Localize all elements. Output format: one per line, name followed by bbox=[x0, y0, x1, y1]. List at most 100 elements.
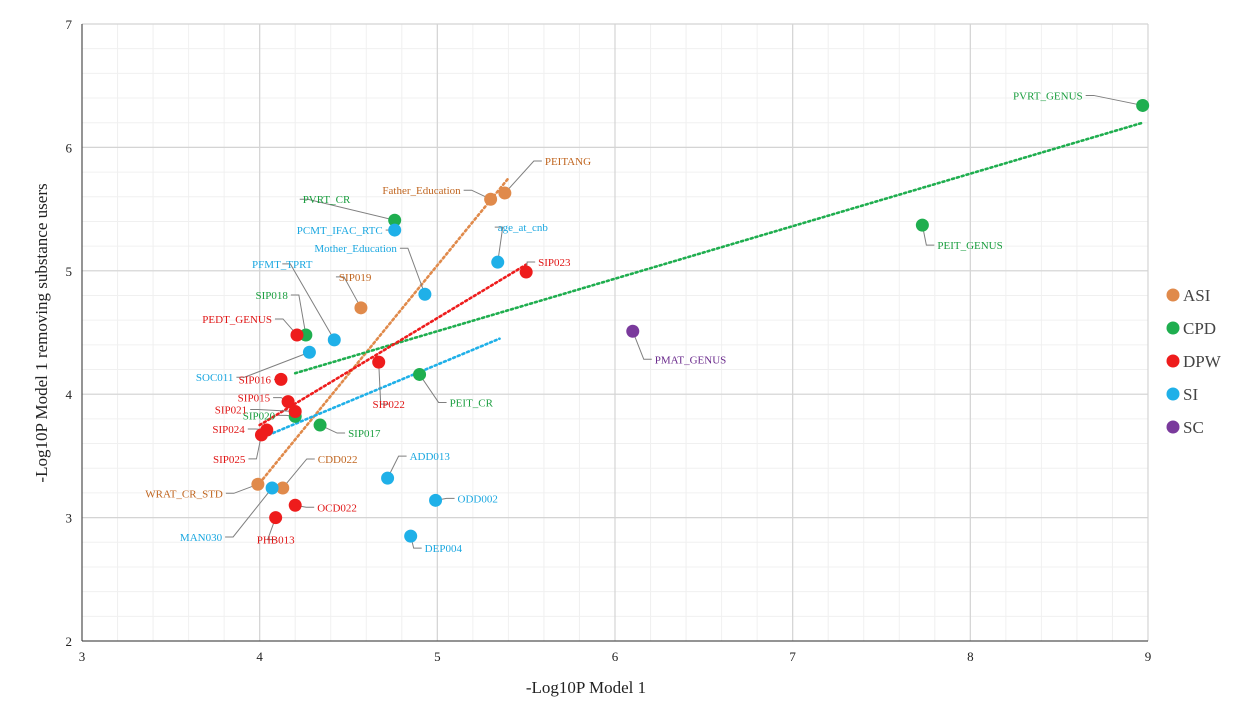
point-label: PVRT_GENUS bbox=[1013, 90, 1083, 102]
point-label: PHB013 bbox=[257, 535, 295, 547]
trendline-asi bbox=[258, 176, 510, 485]
legend-label-dpw: DPW bbox=[1183, 352, 1222, 371]
point-dep004 bbox=[404, 529, 418, 543]
y-tick-label: 3 bbox=[66, 511, 73, 526]
x-tick-label: 7 bbox=[789, 649, 796, 664]
point-sip015 bbox=[281, 395, 295, 409]
leader-line bbox=[399, 247, 426, 295]
point-pcmt-ifac-rtc bbox=[388, 223, 402, 237]
leader-line bbox=[378, 362, 389, 405]
point-sip023 bbox=[519, 265, 533, 279]
x-tick-label: 3 bbox=[79, 649, 86, 664]
x-tick-label: 8 bbox=[967, 649, 974, 664]
point-label: PVRT_CR bbox=[303, 194, 351, 206]
leader-line bbox=[248, 434, 262, 460]
point-sip017 bbox=[313, 418, 327, 432]
legend-marker-dpw bbox=[1166, 354, 1180, 368]
point-label: DEP004 bbox=[425, 543, 463, 555]
point-ocd022 bbox=[288, 498, 302, 512]
leader-line bbox=[299, 198, 395, 221]
point-label: Father_Education bbox=[382, 185, 461, 197]
point-label: PEITANG bbox=[545, 156, 591, 168]
point-sip019 bbox=[354, 301, 368, 315]
point-label: SIP020 bbox=[243, 410, 276, 422]
leader-line bbox=[274, 318, 298, 336]
point-add013 bbox=[381, 471, 395, 485]
point-peit-cr bbox=[413, 367, 427, 381]
x-tick-label: 4 bbox=[256, 649, 263, 664]
point-age-at-cnb bbox=[491, 255, 505, 269]
point-sip022 bbox=[372, 355, 386, 369]
point-cdd022 bbox=[276, 481, 290, 495]
point-peit-genus bbox=[915, 218, 929, 232]
point-pvrt-cr bbox=[388, 213, 402, 227]
leader-line bbox=[266, 517, 277, 541]
point-father-education bbox=[484, 192, 498, 206]
point-label: PMAT_GENUS bbox=[655, 354, 727, 366]
x-tick-label: 6 bbox=[612, 649, 619, 664]
leader-line bbox=[494, 226, 504, 263]
point-label: ODD002 bbox=[458, 493, 498, 505]
y-tick-label: 6 bbox=[66, 140, 73, 155]
legend-label-asi: ASI bbox=[1183, 286, 1211, 305]
point-label: WRAT_CR_STD bbox=[145, 488, 223, 500]
point-label: SIP022 bbox=[373, 399, 405, 411]
leader-line bbox=[236, 351, 310, 378]
point-label: SIP024 bbox=[212, 424, 245, 436]
point-label: PEIT_CR bbox=[450, 397, 494, 409]
point-label: ADD013 bbox=[410, 451, 451, 463]
x-tick-label: 9 bbox=[1145, 649, 1152, 664]
point-sip021 bbox=[288, 404, 302, 418]
point-label: SIP021 bbox=[215, 404, 247, 416]
point-label: SIP019 bbox=[339, 272, 372, 284]
leader-line bbox=[282, 458, 315, 489]
point-label: age_at_cnb bbox=[498, 222, 549, 234]
legend-marker-asi bbox=[1166, 288, 1180, 302]
point-label: SIP023 bbox=[538, 257, 571, 269]
point-pvrt-genus bbox=[1136, 98, 1150, 112]
leader-line bbox=[250, 408, 296, 412]
trendline-dpw bbox=[258, 263, 528, 427]
x-axis-title: -Log10P Model 1 bbox=[526, 678, 646, 697]
point-label: SIP018 bbox=[255, 290, 288, 302]
point-phb013 bbox=[269, 511, 283, 525]
trendline-si bbox=[267, 337, 501, 437]
point-label: SIP016 bbox=[239, 374, 272, 386]
y-tick-label: 2 bbox=[66, 634, 73, 649]
leader-line bbox=[225, 487, 273, 538]
leader-line bbox=[1085, 94, 1143, 106]
legend-label-si: SI bbox=[1183, 385, 1198, 404]
legend-marker-cpd bbox=[1166, 321, 1180, 335]
legend-label-sc: SC bbox=[1183, 418, 1204, 437]
point-label: OCD022 bbox=[317, 502, 357, 514]
point-label: CDD022 bbox=[318, 454, 358, 466]
y-tick-label: 7 bbox=[66, 17, 73, 32]
trendline-cpd bbox=[293, 121, 1144, 375]
point-label: Mother_Education bbox=[314, 243, 397, 255]
leader-line bbox=[463, 189, 491, 200]
point-label: SIP025 bbox=[213, 454, 246, 466]
point-pfmt-tprt bbox=[327, 333, 341, 347]
point-odd002 bbox=[429, 493, 443, 507]
y-tick-label: 4 bbox=[66, 387, 73, 402]
point-man030 bbox=[265, 481, 279, 495]
leader-line bbox=[387, 455, 407, 479]
leader-line bbox=[335, 276, 362, 309]
point-label: SOC011 bbox=[196, 372, 234, 384]
point-soc011 bbox=[302, 345, 316, 359]
y-axis-title: -Log10P Model 1 removing substance users bbox=[32, 183, 51, 482]
legend-marker-si bbox=[1166, 387, 1180, 401]
leader-line bbox=[921, 225, 935, 246]
point-label: PFMT_TPRT bbox=[252, 259, 313, 271]
leader-line bbox=[504, 160, 542, 194]
point-label: PEIT_GENUS bbox=[937, 240, 1002, 252]
point-label: SIP015 bbox=[238, 393, 271, 405]
point-sip016 bbox=[274, 372, 288, 386]
legend-marker-sc bbox=[1166, 420, 1180, 434]
y-tick-label: 5 bbox=[66, 264, 73, 279]
point-pmat-genus bbox=[626, 324, 640, 338]
point-label: PEDT_GENUS bbox=[202, 314, 272, 326]
